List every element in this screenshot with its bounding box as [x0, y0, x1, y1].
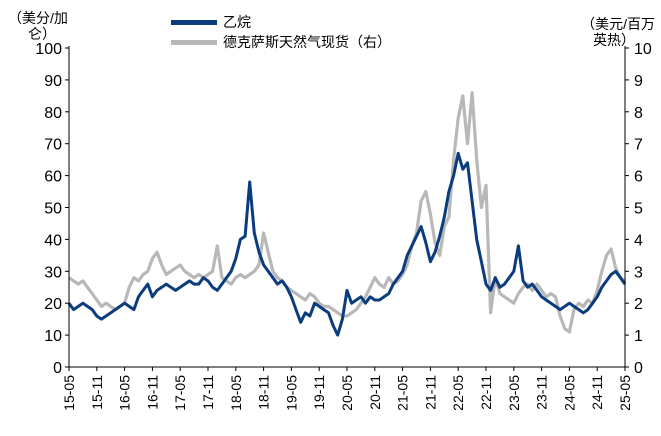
left-tick-label: 90 [44, 73, 62, 90]
legend: 乙烷 德克萨斯天然气现货（右） [171, 12, 391, 52]
left-tick-label: 70 [44, 137, 62, 154]
left-tick-label: 50 [44, 201, 62, 218]
legend-label-ethane: 乙烷 [223, 15, 251, 31]
x-tick-label: 21-11 [422, 375, 438, 410]
right-axis-unit-line2: 英热） [593, 32, 635, 48]
x-tick-label: 19-11 [311, 375, 327, 410]
right-tick-label: 2 [634, 296, 643, 313]
series-line-ethane [67, 151, 627, 337]
x-tick-label: 23-05 [506, 375, 522, 411]
left-axis-unit-line1: （美分/加 [8, 10, 68, 26]
x-tick-label: 17-11 [200, 375, 216, 410]
left-tick-label: 40 [44, 232, 62, 249]
right-tick-label: 4 [634, 232, 643, 249]
series-line-texas-gas [68, 91, 626, 334]
right-tick-label: 1 [634, 328, 643, 345]
x-tick-label: 18-11 [256, 375, 272, 410]
legend-label-texas-gas: 德克萨斯天然气现货（右） [223, 35, 391, 51]
x-tick-label: 15-05 [61, 375, 77, 411]
x-tick-label: 19-05 [283, 375, 299, 411]
x-tick-label: 16-11 [144, 375, 160, 410]
left-tick-label: 0 [53, 360, 62, 377]
x-tick-label: 25-05 [617, 375, 633, 411]
left-axis-unit-line2: 仑） [28, 26, 56, 42]
x-tick-label: 20-05 [339, 375, 355, 411]
x-tick-label: 17-05 [172, 375, 188, 411]
left-tick-label: 30 [44, 264, 62, 281]
left-tick-label: 20 [44, 296, 62, 313]
right-tick-label: 7 [634, 137, 643, 154]
right-axis-unit-line1: （美元/百万 [581, 16, 655, 32]
legend-item-ethane: 乙烷 [171, 12, 391, 32]
right-tick-label: 6 [634, 169, 643, 186]
right-tick-label: 8 [634, 105, 643, 122]
x-tick-label: 16-05 [117, 375, 133, 411]
x-tick-label: 15-11 [89, 375, 105, 410]
left-axis-unit: （美分/加 仑） [8, 10, 68, 42]
left-tick-label: 10 [44, 328, 62, 345]
right-tick-label: 9 [634, 73, 643, 90]
x-tick-label: 24-05 [561, 375, 577, 411]
left-tick-label: 80 [44, 105, 62, 122]
legend-swatch-ethane [171, 19, 217, 25]
left-tick-label: 100 [35, 41, 62, 58]
x-tick-label: 23-11 [534, 375, 550, 410]
x-tick-label: 22-05 [450, 375, 466, 411]
right-tick-label: 5 [634, 201, 643, 218]
right-tick-label: 10 [634, 41, 652, 58]
x-tick-label: 24-11 [589, 375, 605, 410]
x-tick-label: 20-11 [367, 375, 383, 410]
left-tick-label: 60 [44, 169, 62, 186]
legend-swatch-texas-gas [171, 39, 217, 45]
right-axis-unit: （美元/百万 英热） [581, 16, 655, 48]
legend-item-texas-gas: 德克萨斯天然气现货（右） [171, 32, 391, 52]
x-tick-label: 21-05 [395, 375, 411, 411]
right-tick-label: 3 [634, 264, 643, 281]
x-tick-label: 22-11 [478, 375, 494, 410]
x-tick-label: 18-05 [228, 375, 244, 411]
right-tick-label: 0 [634, 360, 643, 377]
